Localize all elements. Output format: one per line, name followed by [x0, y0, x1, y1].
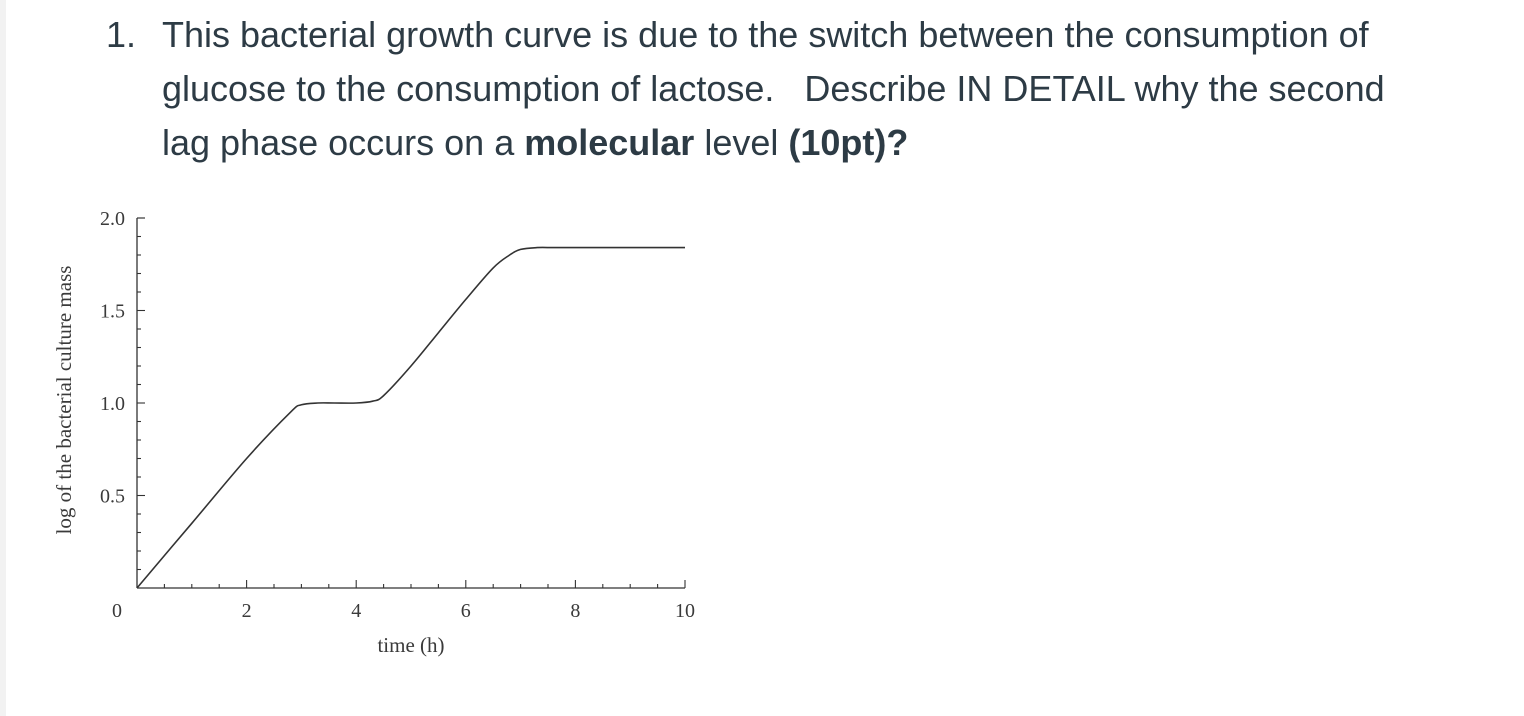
- y-tick-label: 2.0: [100, 208, 125, 230]
- question-line-3: lag phase occurs on a molecular level (1…: [162, 116, 1502, 170]
- growth-curve-chart: 0.5 1.0 1.5 2.0 0 2 4 6 8 10 time (h) log of the ba…: [52, 208, 695, 657]
- y-axis-label: log of the bacterial culture mass: [52, 266, 76, 535]
- x-tick-label: 0: [112, 600, 122, 622]
- x-tick-label: 10: [675, 600, 695, 622]
- x-tick-label: 6: [461, 600, 471, 622]
- question-line-3-mid: level: [694, 122, 789, 163]
- growth-curve-line: [136, 246, 685, 589]
- y-tick-label: 0.5: [100, 486, 125, 508]
- y-tick-label: 1.5: [100, 301, 125, 323]
- x-tick-label: 8: [570, 600, 580, 622]
- question-bold-molecular: molecular: [524, 122, 695, 163]
- y-tick-label: 1.0: [100, 393, 125, 415]
- x-tick-label: 2: [242, 600, 252, 622]
- left-page-border: [0, 0, 6, 716]
- x-tick-label: 4: [351, 600, 361, 622]
- question-number: 1.: [106, 14, 137, 55]
- x-axis-label: time (h): [377, 633, 444, 657]
- question-line-2: glucose to the consumption of lactose. D…: [162, 68, 1385, 109]
- question-line-3-start: lag phase occurs on a: [162, 122, 525, 163]
- question-bold-points: (10pt)?: [788, 122, 909, 163]
- question-text: This bacterial growth curve is due to th…: [162, 8, 1502, 170]
- question-line-1: This bacterial growth curve is due to th…: [162, 14, 1369, 55]
